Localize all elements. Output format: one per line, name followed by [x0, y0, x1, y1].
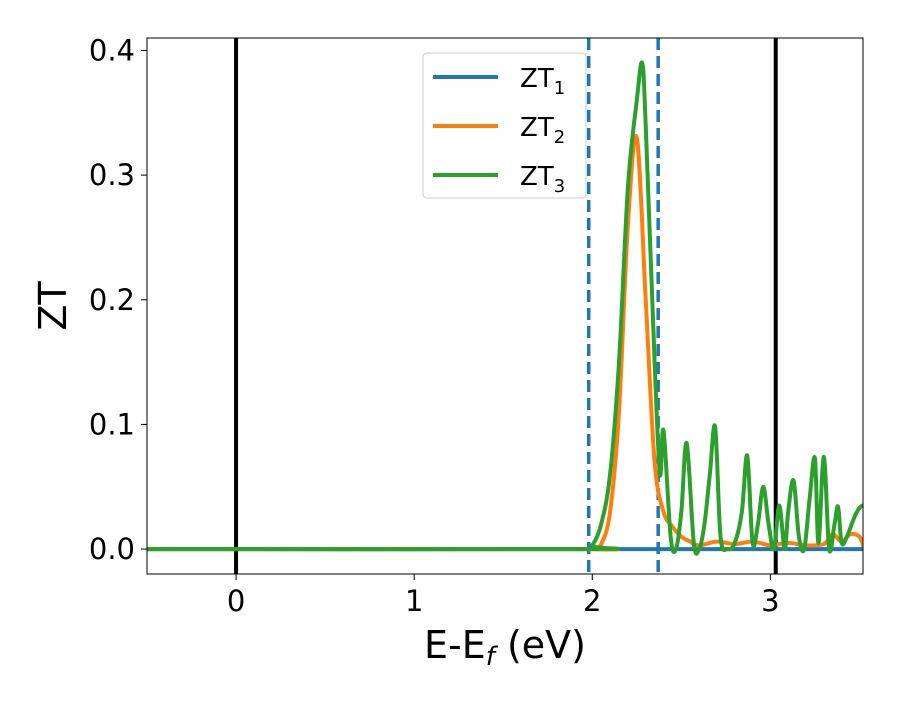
y-tick-label: 0.4 — [89, 33, 135, 67]
series-line-zt3 — [147, 60, 863, 556]
y-tick-label: 0.0 — [89, 532, 135, 566]
x-axis-title-unit: (eV) — [495, 623, 586, 667]
legend-label-zt2: ZT2 — [520, 113, 565, 148]
plot-area-marks — [147, 38, 863, 574]
y-tick-label: 0.3 — [89, 158, 135, 192]
legend-label-zt3: ZT3 — [520, 162, 565, 197]
x-tick-label: 2 — [583, 584, 601, 618]
y-tick-label: 0.1 — [89, 407, 135, 441]
y-axis-title: ZT — [31, 281, 75, 331]
x-tick-label: 1 — [405, 584, 423, 618]
axis-ticks: 0 1 2 3 0.0 0.1 0.2 0.3 0.4 — [89, 33, 780, 618]
x-axis-title: E-Ef (eV) — [424, 623, 586, 672]
legend-label-zt1: ZT1 — [520, 64, 565, 99]
legend-box — [422, 52, 587, 199]
legend: ZT1 ZT2 ZT3 — [422, 52, 587, 199]
x-axis-title-main: E-E — [424, 623, 486, 667]
x-tick-label: 0 — [227, 584, 245, 618]
plot-frame — [146, 37, 864, 575]
series-line-zt2 — [147, 133, 863, 552]
y-tick-label: 0.2 — [89, 283, 135, 317]
x-tick-label: 3 — [761, 584, 779, 618]
